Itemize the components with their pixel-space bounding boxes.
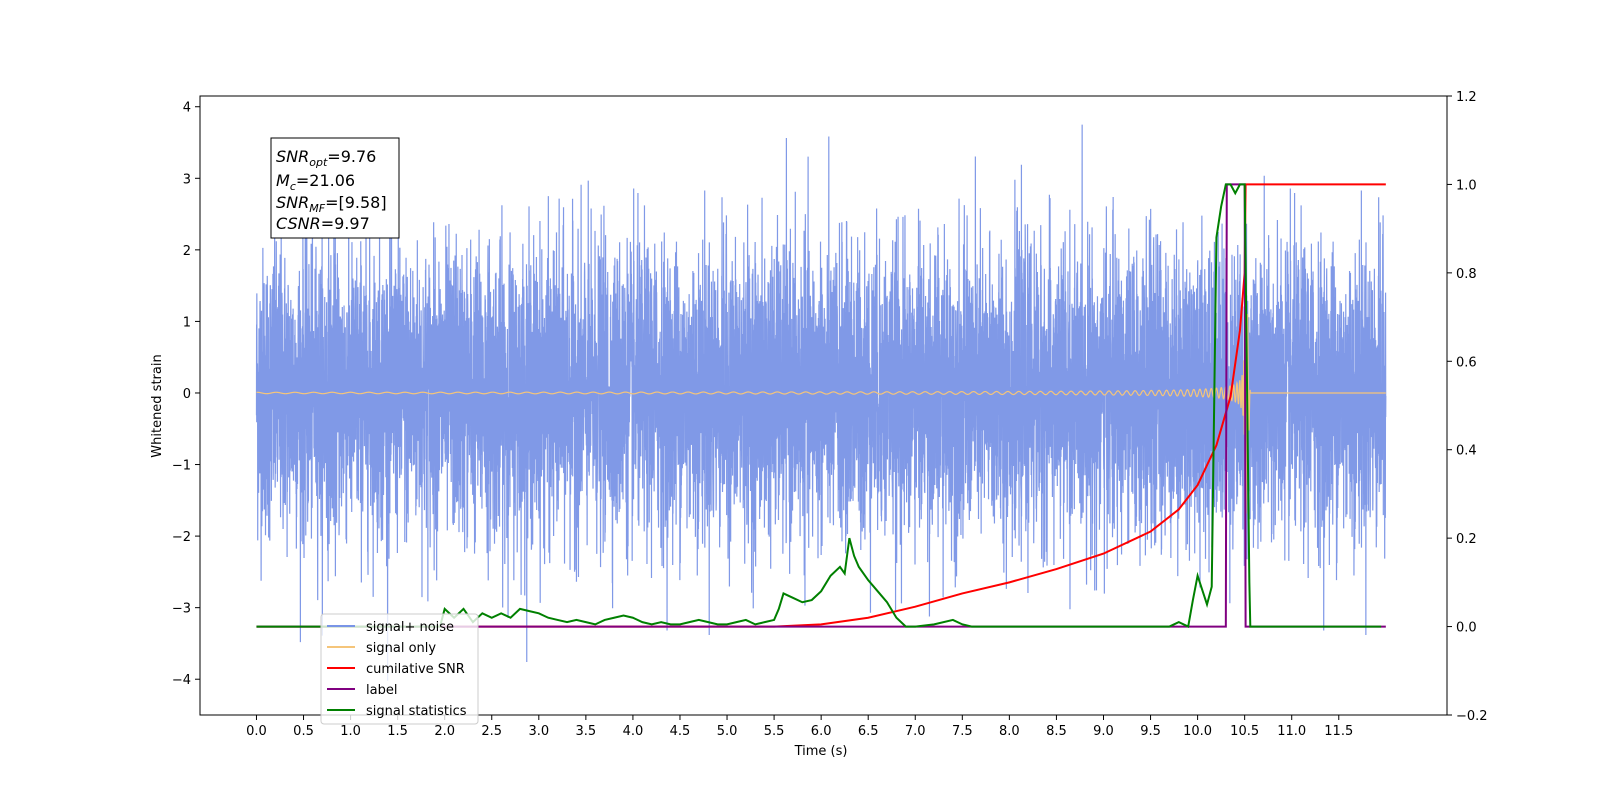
y-right-tick-label: 0.8 bbox=[1456, 267, 1477, 282]
annotation-box: SNRopt=9.76 Mc=21.06 SNRMF=[9.58] CSNR=9… bbox=[270, 137, 400, 239]
legend-label-signal-only: signal only bbox=[366, 641, 436, 656]
x-tick-label: 5.5 bbox=[764, 724, 785, 739]
x-tick-label: 6.5 bbox=[858, 724, 879, 739]
y-right-tick-label: 1.2 bbox=[1456, 90, 1477, 105]
legend-label-signal-noise: signal+ noise bbox=[366, 620, 454, 635]
x-tick-label: 6.0 bbox=[811, 724, 832, 739]
x-tick-label: 0.5 bbox=[293, 724, 314, 739]
x-axis-label: Time (s) bbox=[794, 744, 848, 759]
y-left-tick-label: −3 bbox=[172, 602, 191, 617]
x-axis: 0.0 0.5 1.0 1.5 2.0 2.5 3.0 3.5 4.0 4.5 5.0 5.5 6.0 6… bbox=[246, 715, 1353, 739]
y-left-tick-label: −1 bbox=[172, 459, 191, 474]
x-tick-label: 1.0 bbox=[340, 724, 361, 739]
x-tick-label: 2.5 bbox=[481, 724, 502, 739]
y-left-tick-label: 4 bbox=[183, 101, 191, 116]
y-right-tick-label: 0.0 bbox=[1456, 621, 1477, 636]
y-axis-label: Whitened strain bbox=[150, 354, 165, 457]
y-right-tick-label: 0.6 bbox=[1456, 355, 1477, 370]
annotation-mc: Mc=21.06 bbox=[276, 171, 355, 193]
x-tick-label: 4.0 bbox=[623, 724, 644, 739]
series-signal-noise bbox=[255, 124, 1387, 681]
plot-frame bbox=[199, 95, 1448, 716]
y-right-tick-label: 0.4 bbox=[1456, 444, 1477, 459]
y-axis-left: −4 −3 −2 −1 0 1 2 3 4 bbox=[172, 101, 200, 688]
x-tick-label: 3.0 bbox=[528, 724, 549, 739]
annotation-csnr: CSNR=9.97 bbox=[276, 214, 370, 233]
series-layer bbox=[255, 124, 1387, 681]
y-right-tick-label: 0.2 bbox=[1456, 532, 1477, 547]
x-tick-label: 8.0 bbox=[999, 724, 1020, 739]
y-left-tick-label: 0 bbox=[183, 387, 191, 402]
legend: signal+ noise signal only cumilative SNR… bbox=[320, 613, 479, 725]
x-tick-label: 9.5 bbox=[1140, 724, 1161, 739]
y-right-tick-label: −0.2 bbox=[1456, 709, 1488, 724]
x-tick-label: 7.5 bbox=[952, 724, 973, 739]
y-right-tick-label: 1.0 bbox=[1456, 178, 1477, 193]
series-signal-statistics bbox=[256, 183, 1382, 629]
legend-label-label: label bbox=[366, 683, 397, 698]
y-left-tick-label: −2 bbox=[172, 530, 191, 545]
x-tick-label: 1.5 bbox=[387, 724, 408, 739]
x-tick-label: 5.0 bbox=[717, 724, 738, 739]
x-tick-label: 11.5 bbox=[1324, 724, 1353, 739]
x-tick-label: 3.5 bbox=[576, 724, 597, 739]
series-signal-only bbox=[256, 228, 1386, 514]
x-tick-label: 8.5 bbox=[1046, 724, 1067, 739]
x-tick-label: 0.0 bbox=[246, 724, 267, 739]
y-left-tick-label: −4 bbox=[172, 673, 191, 688]
y-left-tick-label: 3 bbox=[183, 172, 191, 187]
y-left-tick-label: 2 bbox=[183, 244, 191, 259]
annotation-snr-mf: SNRMF=[9.58] bbox=[276, 193, 387, 215]
x-tick-label: 11.0 bbox=[1277, 724, 1306, 739]
annotation-snr-opt: SNRopt=9.76 bbox=[276, 147, 376, 169]
series-cumulative-snr bbox=[256, 183, 1386, 628]
legend-label-cumulative-snr: cumilative SNR bbox=[366, 662, 465, 677]
y-axis-right: −0.2 0.0 0.2 0.4 0.6 0.8 1.0 1.2 bbox=[1447, 90, 1488, 724]
x-tick-label: 2.0 bbox=[434, 724, 455, 739]
x-tick-label: 10.0 bbox=[1183, 724, 1212, 739]
x-tick-label: 4.5 bbox=[670, 724, 691, 739]
x-tick-label: 9.0 bbox=[1093, 724, 1114, 739]
x-tick-label: 10.5 bbox=[1230, 724, 1259, 739]
legend-label-signal-statistics: signal statistics bbox=[366, 704, 467, 719]
y-left-tick-label: 1 bbox=[183, 315, 191, 330]
x-tick-label: 7.0 bbox=[905, 724, 926, 739]
